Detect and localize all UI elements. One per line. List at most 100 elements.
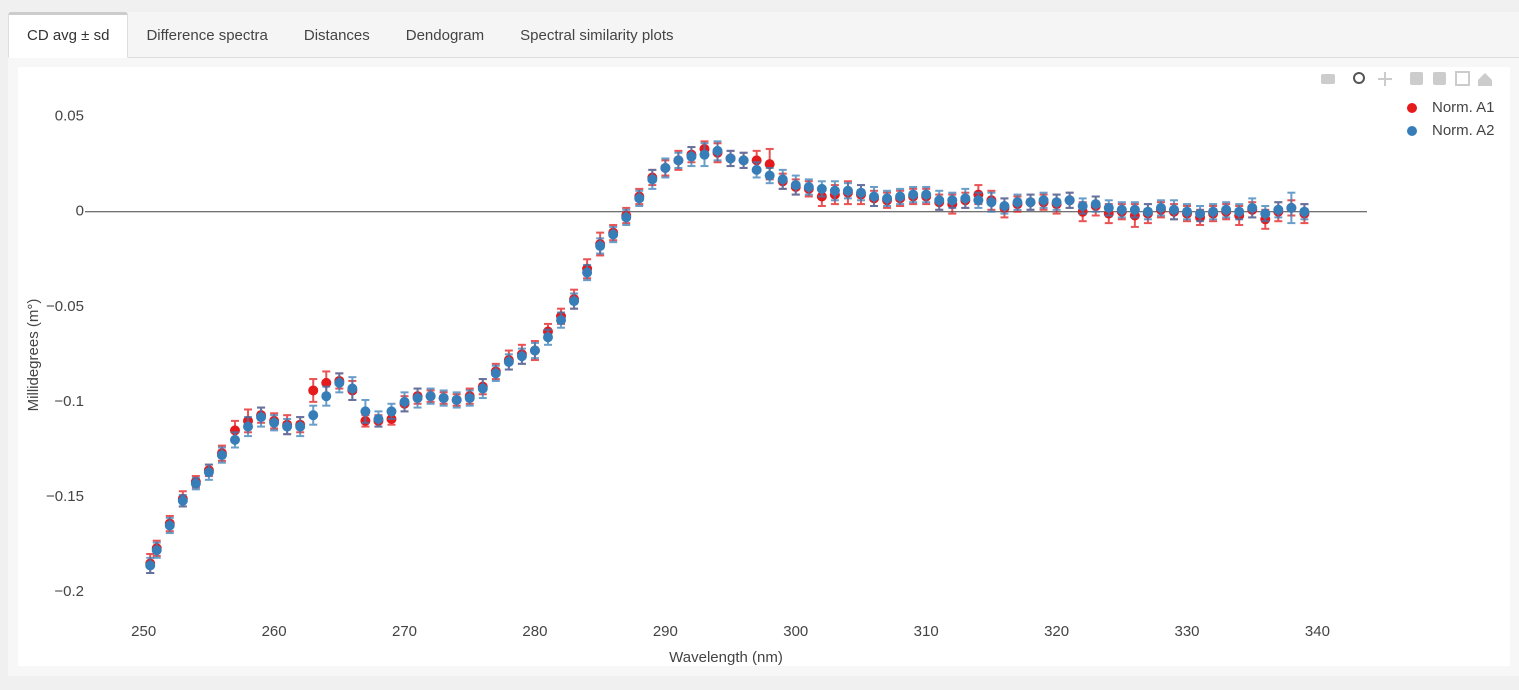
point	[347, 383, 358, 394]
point	[1260, 208, 1271, 219]
point	[960, 193, 971, 204]
point	[764, 159, 775, 170]
point	[269, 417, 280, 428]
point	[1286, 202, 1297, 213]
point	[203, 467, 214, 478]
point	[1195, 208, 1206, 219]
point	[1129, 204, 1140, 215]
point	[1025, 197, 1036, 208]
x-tick-label: 320	[1044, 623, 1069, 640]
zoom-icon[interactable]	[1353, 72, 1365, 84]
point	[308, 385, 319, 396]
point	[1116, 204, 1127, 215]
point	[1012, 197, 1023, 208]
tab[interactable]: Dendogram	[405, 27, 485, 44]
point	[764, 170, 775, 181]
point	[451, 394, 462, 405]
y-tick-label: −0.05	[46, 298, 84, 315]
camera-icon[interactable]	[1321, 74, 1335, 84]
point	[1234, 206, 1245, 217]
point	[464, 393, 475, 404]
zoom-in-icon[interactable]	[1410, 72, 1423, 85]
point	[869, 191, 880, 202]
point	[1142, 206, 1153, 217]
point	[699, 149, 710, 160]
point	[842, 185, 853, 196]
x-tick-label: 310	[914, 623, 939, 640]
point	[412, 393, 423, 404]
autoscale-icon[interactable]	[1455, 71, 1470, 86]
point	[621, 212, 632, 223]
legend-label: Norm. A1	[1432, 99, 1495, 116]
point	[516, 351, 527, 362]
chart: Wavelength (nm) Millidegrees (m°) 250 260…	[18, 67, 1510, 666]
point	[986, 197, 997, 208]
point	[816, 183, 827, 194]
point	[999, 201, 1010, 211]
point	[921, 189, 932, 200]
point	[308, 410, 319, 421]
point	[647, 174, 658, 185]
point	[503, 356, 514, 367]
point	[1155, 202, 1166, 213]
point	[295, 421, 306, 432]
y-tick-label: −0.15	[46, 488, 84, 505]
point	[321, 377, 332, 388]
pan-icon[interactable]	[1378, 72, 1392, 86]
x-tick-label: 340	[1305, 623, 1330, 640]
point	[1077, 201, 1088, 211]
point	[908, 189, 919, 200]
point	[1064, 195, 1075, 206]
point	[1168, 204, 1179, 215]
y-axis-title: Millidegrees (m°)	[25, 299, 42, 412]
point	[243, 421, 254, 432]
point	[282, 421, 293, 432]
point	[1247, 202, 1258, 213]
point	[490, 368, 501, 379]
x-tick-label: 300	[783, 623, 808, 640]
legend-label: Norm. A2	[1432, 122, 1495, 139]
zoom-out-icon[interactable]	[1433, 72, 1446, 85]
point	[569, 296, 580, 307]
y-tick-label: 0	[76, 203, 84, 220]
x-tick-label: 280	[522, 623, 547, 640]
point	[790, 180, 801, 191]
point	[1299, 206, 1310, 217]
point	[164, 520, 175, 531]
reset-icon[interactable]	[1478, 73, 1492, 86]
point	[542, 332, 553, 343]
tab-bar: CD avg ± sd Difference spectra Distances De…	[8, 12, 1519, 58]
point	[1103, 202, 1114, 213]
point	[216, 450, 227, 461]
point	[529, 345, 540, 356]
tab[interactable]: Distances	[303, 27, 370, 44]
point	[829, 185, 840, 196]
tab[interactable]: Difference spectra	[146, 27, 268, 44]
point	[947, 195, 958, 206]
point	[425, 391, 436, 402]
x-tick-label: 270	[392, 623, 417, 640]
point	[712, 145, 723, 156]
point	[751, 164, 762, 175]
point	[973, 195, 984, 206]
point	[660, 162, 671, 173]
point	[1273, 204, 1284, 215]
x-tick-label: 260	[262, 623, 287, 640]
point	[1051, 197, 1062, 208]
point	[803, 181, 814, 192]
toolbar	[1321, 71, 1492, 86]
y-tick-label: −0.2	[54, 583, 84, 600]
point	[373, 413, 384, 424]
tab[interactable]: Spectral similarity plots	[520, 27, 674, 44]
x-axis-title: Wavelength (nm)	[669, 649, 783, 666]
tab[interactable]: CD avg ± sd	[8, 12, 129, 58]
point	[556, 315, 567, 326]
point	[1090, 199, 1101, 210]
y-tick-label: 0.05	[55, 108, 84, 125]
legend-marker	[1407, 103, 1417, 113]
point	[334, 377, 345, 388]
point	[855, 187, 866, 198]
point	[608, 229, 619, 240]
point	[256, 412, 267, 423]
point	[1038, 195, 1049, 206]
